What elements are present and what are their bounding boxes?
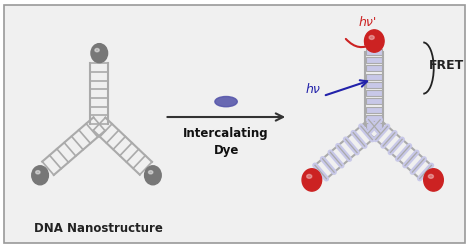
Ellipse shape [307, 174, 312, 178]
Ellipse shape [91, 44, 108, 63]
Ellipse shape [369, 35, 374, 39]
Ellipse shape [424, 169, 443, 191]
Bar [366, 107, 382, 113]
Bar [366, 115, 382, 121]
Ellipse shape [365, 30, 384, 52]
Text: hν': hν' [358, 16, 376, 29]
Text: hν: hν [306, 84, 321, 96]
Bar [366, 57, 382, 63]
Ellipse shape [215, 96, 237, 107]
Bar [366, 49, 382, 55]
Ellipse shape [95, 48, 99, 52]
Bar [366, 90, 382, 96]
Ellipse shape [302, 169, 322, 191]
Text: Intercalating: Intercalating [183, 127, 269, 140]
Text: FRET: FRET [429, 59, 465, 72]
Bar [366, 65, 382, 71]
Ellipse shape [145, 166, 161, 185]
Ellipse shape [148, 171, 153, 174]
Bar [366, 74, 382, 80]
Text: Dye: Dye [213, 144, 239, 156]
Bar [366, 82, 382, 88]
Ellipse shape [32, 166, 48, 185]
Text: DNA Nanostructure: DNA Nanostructure [34, 222, 163, 235]
Bar [366, 123, 382, 129]
Bar [366, 98, 382, 104]
Ellipse shape [36, 171, 40, 174]
Ellipse shape [428, 174, 433, 178]
